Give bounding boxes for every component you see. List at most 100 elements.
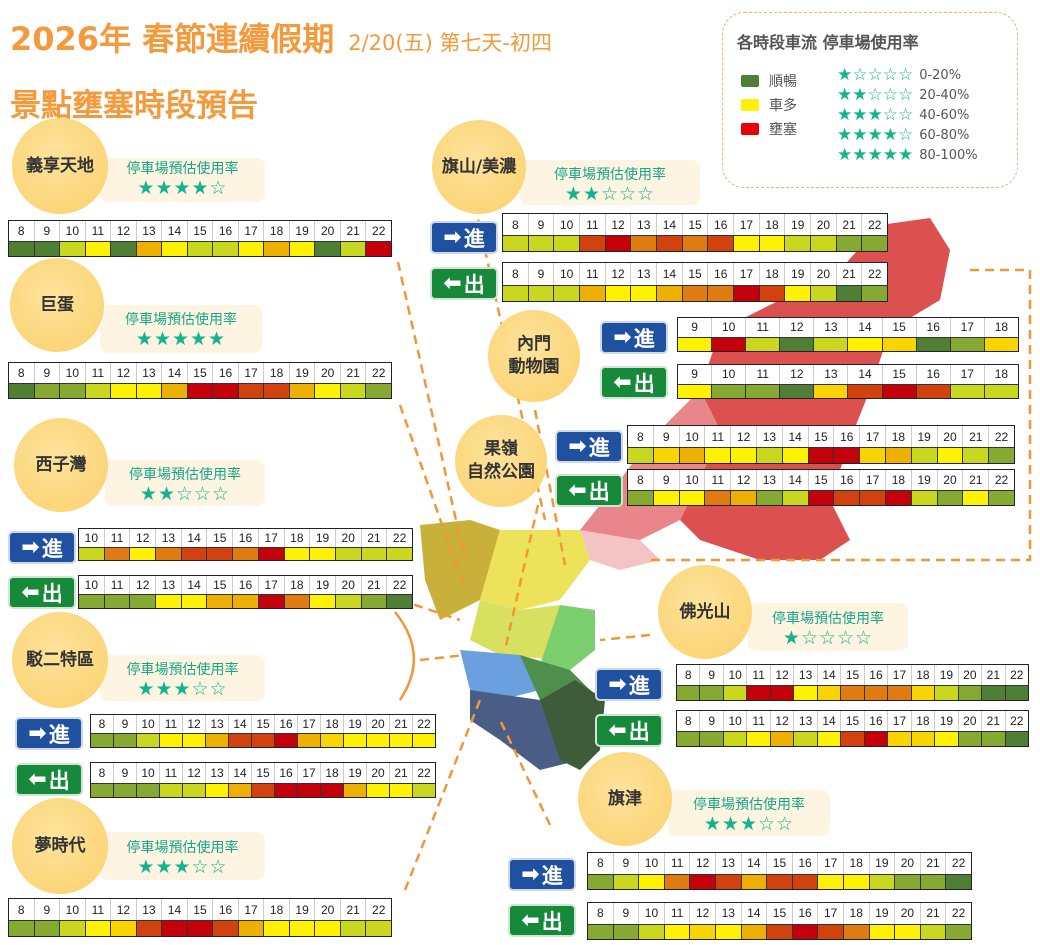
spot-qishan: 旗山/美濃: [432, 120, 526, 214]
traffic-cell: [919, 873, 946, 889]
hour-label: 11: [103, 529, 130, 547]
traffic-cell: [110, 241, 136, 256]
hour-label: 10: [553, 214, 579, 236]
arrow-left-icon: ⬅: [568, 478, 587, 503]
hour-label: 18: [263, 221, 289, 242]
hour-label: 19: [288, 899, 315, 921]
traffic-cell: [630, 284, 657, 301]
timeline-bo2-out: 8 9 10 11 12 13 14 15 16 17 18 19 20 21 22: [90, 762, 436, 798]
traffic-cell: [733, 235, 759, 251]
traffic-cell: [699, 685, 723, 700]
traffic-cell: [758, 284, 785, 301]
traffic-cell: [113, 782, 136, 797]
traffic-cell: [129, 546, 156, 560]
traffic-cell: [722, 731, 747, 746]
traffic-cell: [263, 920, 289, 936]
timeline-guoling-in: 8 9 10 11 12 13 14 15 16 17 18 19 20 21 22: [627, 425, 1015, 464]
hour-label: 19: [343, 763, 366, 783]
hour-label: 8: [17, 224, 25, 239]
hour-label: 17: [733, 214, 759, 236]
hour-label: 11: [745, 365, 779, 384]
hour-label: 15: [807, 470, 834, 491]
traffic-cell: [910, 490, 937, 505]
hour-label: 16: [707, 214, 733, 236]
traffic-cell: [945, 873, 971, 889]
traffic-cell: [887, 685, 911, 700]
hour-label: 11: [663, 903, 690, 924]
hour-label: 16: [232, 529, 258, 547]
traffic-cell: [678, 383, 712, 398]
sign-in-qijin: ➡ 進: [508, 858, 576, 891]
hour-label: 13: [813, 365, 847, 384]
traffic-cell: [33, 241, 60, 256]
hour-label: 8: [684, 668, 692, 683]
hour-label: 12: [182, 715, 205, 734]
traffic-cell: [833, 490, 860, 505]
timeline-xiziwan-in: 10 11 12 13 14 15 16 17 18 19 20 21 22: [78, 528, 413, 561]
hour-label: 16: [707, 263, 733, 285]
hour-label: 9: [612, 853, 639, 874]
traffic-cell: [180, 594, 207, 608]
hour-label: 12: [769, 665, 793, 686]
traffic-cell: [59, 241, 85, 256]
traffic-cell: [186, 383, 213, 398]
hour-label: 15: [840, 665, 863, 686]
sign-out-qijin: ⬅ 出: [508, 904, 576, 937]
hour-label: 9: [652, 426, 679, 448]
hour-label: 12: [110, 363, 136, 384]
hour-label: 13: [755, 470, 782, 491]
hour-label: 17: [949, 365, 984, 384]
hour-label: 12: [689, 853, 715, 874]
traffic-cell: [212, 383, 238, 398]
sign-out-neimen: ⬅ 出: [600, 366, 668, 399]
hour-label: 10: [638, 903, 664, 924]
traffic-cell: [604, 284, 631, 301]
traffic-cell: [9, 241, 34, 256]
hour-label: 17: [297, 763, 320, 783]
hour-label: 11: [159, 715, 182, 734]
traffic-cell: [910, 447, 937, 463]
timeline-guoling-out: 8 9 10 11 12 13 14 15 16 17 18 19 20 21 22: [627, 469, 1015, 506]
hour-label: 9: [33, 363, 60, 384]
traffic-cell: [868, 923, 895, 939]
traffic-cell: [309, 546, 335, 560]
hour-label: 8: [684, 714, 692, 729]
traffic-cell: [84, 920, 111, 936]
traffic-cell: [366, 782, 389, 797]
traffic-cell: [740, 923, 767, 939]
arrow-left-icon: ⬅: [613, 370, 632, 395]
hour-label: 15: [881, 365, 916, 384]
traffic-cell: [707, 284, 734, 301]
traffic-cell: [161, 383, 187, 398]
hour-label: 18: [758, 263, 785, 285]
hour-label: 17: [859, 426, 885, 448]
hour-label: 20: [936, 426, 963, 448]
swatch: [741, 99, 759, 111]
hour-label: 8: [596, 906, 604, 921]
traffic-cell: [910, 685, 935, 700]
hour-label: 18: [263, 899, 289, 921]
traffic-cell: [807, 447, 834, 463]
traffic-cell: [135, 241, 162, 256]
traffic-cell: [949, 336, 984, 351]
traffic-cell: [847, 336, 882, 351]
traffic-cell: [366, 733, 389, 747]
traffic-cell: [237, 920, 264, 936]
traffic-cell: [677, 731, 700, 746]
hour-label: 15: [681, 263, 708, 285]
legend-busy: 車多: [741, 95, 797, 115]
hour-label: 10: [678, 470, 705, 491]
hour-label: 14: [816, 665, 840, 686]
traffic-cell: [755, 490, 782, 505]
hour-label: 13: [205, 763, 228, 783]
traffic-cell: [746, 731, 770, 746]
sign-in-foguang: ➡ 進: [595, 668, 663, 701]
traffic-cell: [981, 731, 1005, 746]
traffic-cell: [237, 241, 264, 256]
hour-label: 14: [161, 899, 187, 921]
traffic-cell: [816, 731, 841, 746]
traffic-cell: [711, 383, 746, 398]
hour-label: 22: [412, 715, 435, 734]
hour-label: 22: [1004, 665, 1028, 686]
spot-bo2: 駁二特區: [12, 612, 108, 708]
